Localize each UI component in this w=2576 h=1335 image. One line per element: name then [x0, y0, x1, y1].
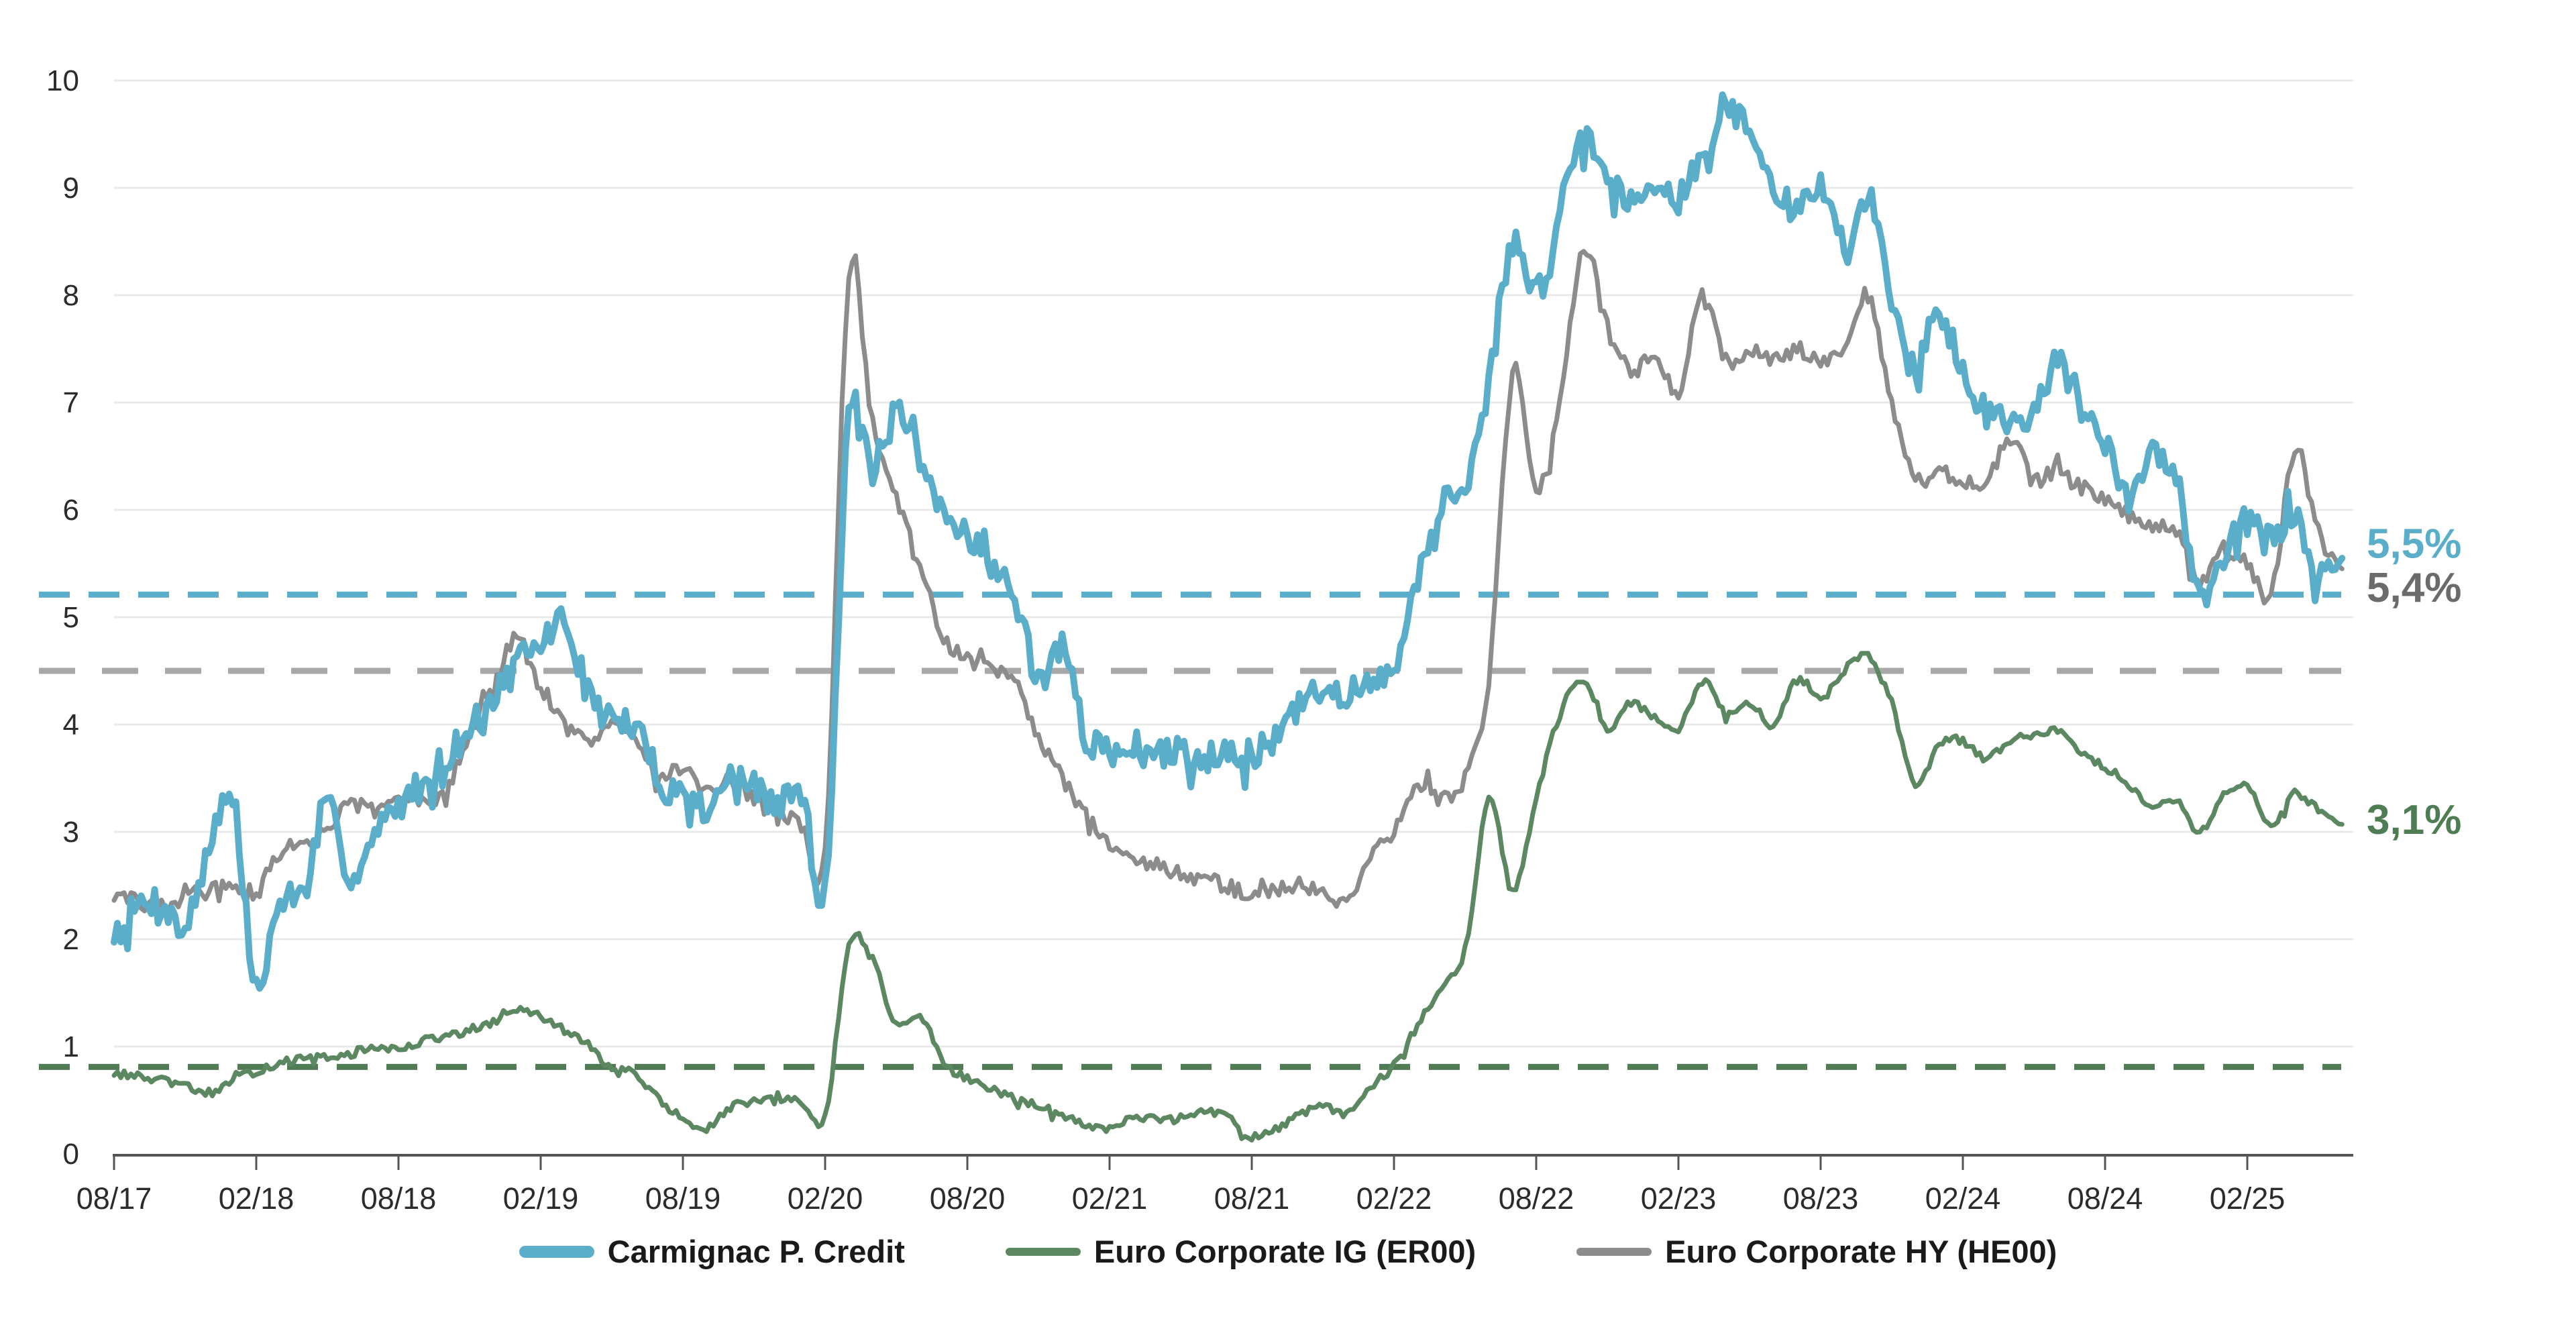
x-axis-tick-label: 08/21	[1214, 1181, 1290, 1216]
legend-item-euro-hy: Euro Corporate HY (HE00)	[1576, 1233, 2057, 1270]
y-axis-tick-label: 5	[63, 601, 79, 634]
series-end-value-label: 5,4%	[2367, 565, 2461, 611]
legend-label-carmignac: Carmignac P. Credit	[607, 1234, 905, 1269]
x-axis-tick-label: 02/18	[219, 1181, 294, 1216]
x-axis-tick-label: 02/21	[1072, 1181, 1148, 1216]
series-line-euro-corporate-hy-he00-	[111, 249, 2345, 914]
y-axis-tick-label: 9	[63, 172, 79, 205]
legend-swatch-carmignac	[519, 1245, 594, 1258]
y-axis-tick-label: 10	[46, 64, 79, 97]
legend-label-euro-ig: Euro Corporate IG (ER00)	[1093, 1234, 1477, 1269]
x-axis-tick-label: 02/20	[788, 1181, 863, 1216]
x-axis-tick-label: 02/22	[1356, 1181, 1432, 1216]
y-axis-tick-label: 1	[63, 1030, 79, 1063]
series-line-euro-corporate-ig-er00-	[111, 651, 2345, 1143]
y-axis-tick-label: 4	[63, 708, 79, 741]
legend-swatch-euro-hy	[1576, 1247, 1652, 1256]
y-axis-tick-label: 3	[63, 816, 79, 849]
y-axis-tick-label: 6	[63, 494, 79, 527]
y-axis-tick-label: 8	[63, 279, 79, 312]
chart-legend: Carmignac P. Credit Euro Corporate IG (E…	[0, 1233, 2576, 1270]
y-axis-tick-label: 0	[63, 1138, 79, 1171]
x-axis-tick-label: 02/23	[1641, 1181, 1717, 1216]
legend-swatch-euro-ig	[1005, 1247, 1081, 1256]
series-end-value-label: 3,1%	[2367, 797, 2461, 843]
legend-item-carmignac: Carmignac P. Credit	[519, 1233, 905, 1270]
x-axis-tick-label: 02/25	[2210, 1181, 2286, 1216]
x-axis-tick-label: 08/19	[645, 1181, 721, 1216]
series-line-carmignac-p-credit	[111, 91, 2346, 992]
series-end-value-label: 5,5%	[2367, 521, 2461, 568]
x-axis-tick-label: 08/18	[361, 1181, 437, 1216]
y-axis-tick-label: 2	[63, 923, 79, 956]
x-axis-tick-label: 08/20	[930, 1181, 1006, 1216]
x-axis-tick-label: 08/17	[76, 1181, 152, 1216]
x-axis-tick-label: 08/24	[2068, 1181, 2143, 1216]
legend-label-euro-hy: Euro Corporate HY (HE00)	[1665, 1234, 2057, 1269]
x-axis-tick-label: 02/19	[503, 1181, 579, 1216]
x-axis-tick-label: 08/22	[1499, 1181, 1574, 1216]
x-axis-tick-label: 02/24	[1925, 1181, 2001, 1216]
legend-item-euro-ig: Euro Corporate IG (ER00)	[1005, 1233, 1477, 1270]
y-axis-tick-label: 7	[63, 386, 79, 419]
x-axis-tick-label: 08/23	[1783, 1181, 1859, 1216]
